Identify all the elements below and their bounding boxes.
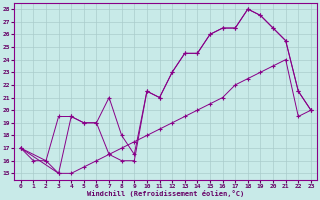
X-axis label: Windchill (Refroidissement éolien,°C): Windchill (Refroidissement éolien,°C) [87, 190, 244, 197]
